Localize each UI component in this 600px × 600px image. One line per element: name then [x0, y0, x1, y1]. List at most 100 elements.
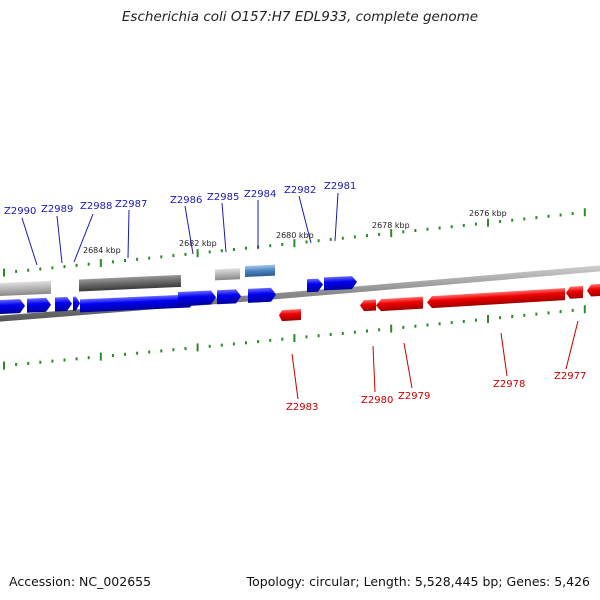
- minor-tick: [208, 344, 211, 348]
- gene-z2988-feature[interactable]: [79, 274, 181, 292]
- gene-z2981-feature[interactable]: [324, 276, 357, 291]
- kbp-label-2680: 2680 kbp: [276, 231, 314, 240]
- gene-z2986-feature[interactable]: [178, 290, 216, 306]
- minor-tick: [353, 330, 356, 334]
- gene-label-z2977[interactable]: Z2977: [554, 371, 586, 382]
- minor-tick: [305, 335, 308, 339]
- forward-gene-labels: Z2990 Z2989 Z2988 Z2987 Z2986 Z2985 Z298…: [4, 181, 356, 217]
- minor-tick: [535, 312, 538, 316]
- minor-tick: [220, 249, 223, 253]
- gene-z2983-feature[interactable]: [279, 308, 301, 322]
- minor-tick: [547, 214, 550, 218]
- major-tick: [293, 334, 296, 343]
- gene-label-z2978[interactable]: Z2978: [493, 379, 525, 390]
- minor-tick: [232, 342, 235, 346]
- minor-tick: [269, 338, 272, 342]
- gene-z2977-feature[interactable]: [566, 286, 583, 299]
- gene-z2985-feature[interactable]: [217, 289, 241, 305]
- gene-z2987-feature[interactable]: [80, 294, 195, 313]
- gene-z2982-feature[interactable]: [307, 278, 323, 293]
- gene-z2978-feature[interactable]: [427, 288, 565, 309]
- minor-tick: [245, 341, 247, 345]
- minor-tick: [438, 226, 441, 230]
- major-tick: [3, 268, 5, 277]
- reverse-strand-genes: [279, 283, 600, 322]
- minor-tick: [341, 331, 344, 335]
- gene-label-z2987[interactable]: Z2987: [115, 199, 147, 210]
- minor-tick: [402, 325, 405, 329]
- pseudo-gene-feature[interactable]: [0, 280, 51, 297]
- major-tick: [390, 324, 393, 333]
- genome-title: Escherichia coli O157:H7 EDL933, complet…: [121, 9, 479, 25]
- kbp-label-2682: 2682 kbp: [179, 239, 217, 248]
- major-tick: [99, 352, 102, 361]
- reverse-leader-lines: [291, 320, 579, 400]
- minor-tick: [148, 256, 151, 260]
- gene-label-z2989[interactable]: Z2989: [41, 204, 73, 215]
- minor-tick: [63, 358, 66, 362]
- minor-tick: [474, 318, 477, 322]
- minor-tick: [75, 357, 78, 361]
- minor-tick: [245, 246, 247, 250]
- gene-arrow-feature[interactable]: [55, 296, 72, 312]
- minor-tick: [184, 252, 187, 256]
- minor-tick: [232, 248, 235, 251]
- minor-tick: [523, 217, 526, 221]
- minor-tick: [474, 222, 477, 226]
- minor-tick: [511, 315, 514, 318]
- gene-arrow-feature[interactable]: [360, 299, 376, 312]
- gene-label-z2983[interactable]: Z2983: [286, 402, 318, 413]
- minor-tick: [136, 351, 139, 355]
- minor-tick: [136, 257, 139, 261]
- gene-z2990-feature[interactable]: [0, 299, 25, 315]
- minor-tick: [426, 323, 429, 327]
- pseudo-gene-feature[interactable]: [215, 268, 240, 281]
- major-tick: [487, 315, 489, 323]
- minor-tick: [353, 235, 356, 239]
- gene-label-z2990[interactable]: Z2990: [4, 206, 36, 217]
- accession-label: Accession: NC_002655: [9, 574, 152, 589]
- gene-z2984-feature[interactable]: [248, 287, 276, 303]
- inner-tick-ring: [3, 305, 586, 370]
- gene-z2984-pseudo-feature[interactable]: [245, 264, 275, 277]
- gene-label-z2981[interactable]: Z2981: [324, 181, 356, 192]
- minor-tick: [87, 356, 90, 360]
- minor-tick: [450, 321, 453, 325]
- minor-tick: [511, 218, 514, 222]
- minor-tick: [523, 313, 526, 317]
- forward-leader-lines: [21, 192, 339, 266]
- gene-arrow-feature[interactable]: [587, 283, 600, 297]
- minor-tick: [39, 360, 42, 364]
- gene-label-z2979[interactable]: Z2979: [398, 391, 430, 402]
- minor-tick: [571, 308, 574, 312]
- gene-label-z2985[interactable]: Z2985: [207, 192, 239, 203]
- minor-tick: [111, 260, 114, 264]
- minor-tick: [414, 229, 417, 232]
- minor-tick: [378, 328, 381, 332]
- gene-z2980-feature[interactable]: [376, 296, 423, 312]
- gene-label-z2988[interactable]: Z2988: [80, 201, 112, 212]
- minor-tick: [499, 316, 502, 320]
- minor-tick: [75, 263, 78, 267]
- major-tick: [196, 343, 199, 352]
- gene-label-z2984[interactable]: Z2984: [244, 189, 276, 200]
- minor-tick: [366, 329, 368, 333]
- gene-label-z2982[interactable]: Z2982: [284, 185, 316, 196]
- minor-tick: [438, 322, 441, 326]
- gene-label-z2986[interactable]: Z2986: [170, 195, 202, 206]
- minor-tick: [462, 223, 465, 227]
- gene-arrow-feature[interactable]: [27, 297, 51, 313]
- major-tick: [293, 239, 296, 248]
- minor-tick: [160, 255, 163, 259]
- minor-tick: [172, 348, 175, 352]
- minor-tick: [535, 216, 538, 220]
- minor-tick: [27, 361, 30, 365]
- forward-strand-genes: [0, 264, 357, 315]
- gene-arrow-feature[interactable]: [73, 296, 80, 311]
- minor-tick: [15, 269, 18, 273]
- outer-tick-ring: [3, 208, 586, 277]
- kbp-label-2676: 2676 kbp: [469, 209, 507, 218]
- gene-label-z2980[interactable]: Z2980: [361, 395, 393, 406]
- reverse-gene-labels: Z2983 Z2980 Z2979 Z2978 Z2977: [286, 371, 586, 413]
- major-tick: [583, 208, 586, 217]
